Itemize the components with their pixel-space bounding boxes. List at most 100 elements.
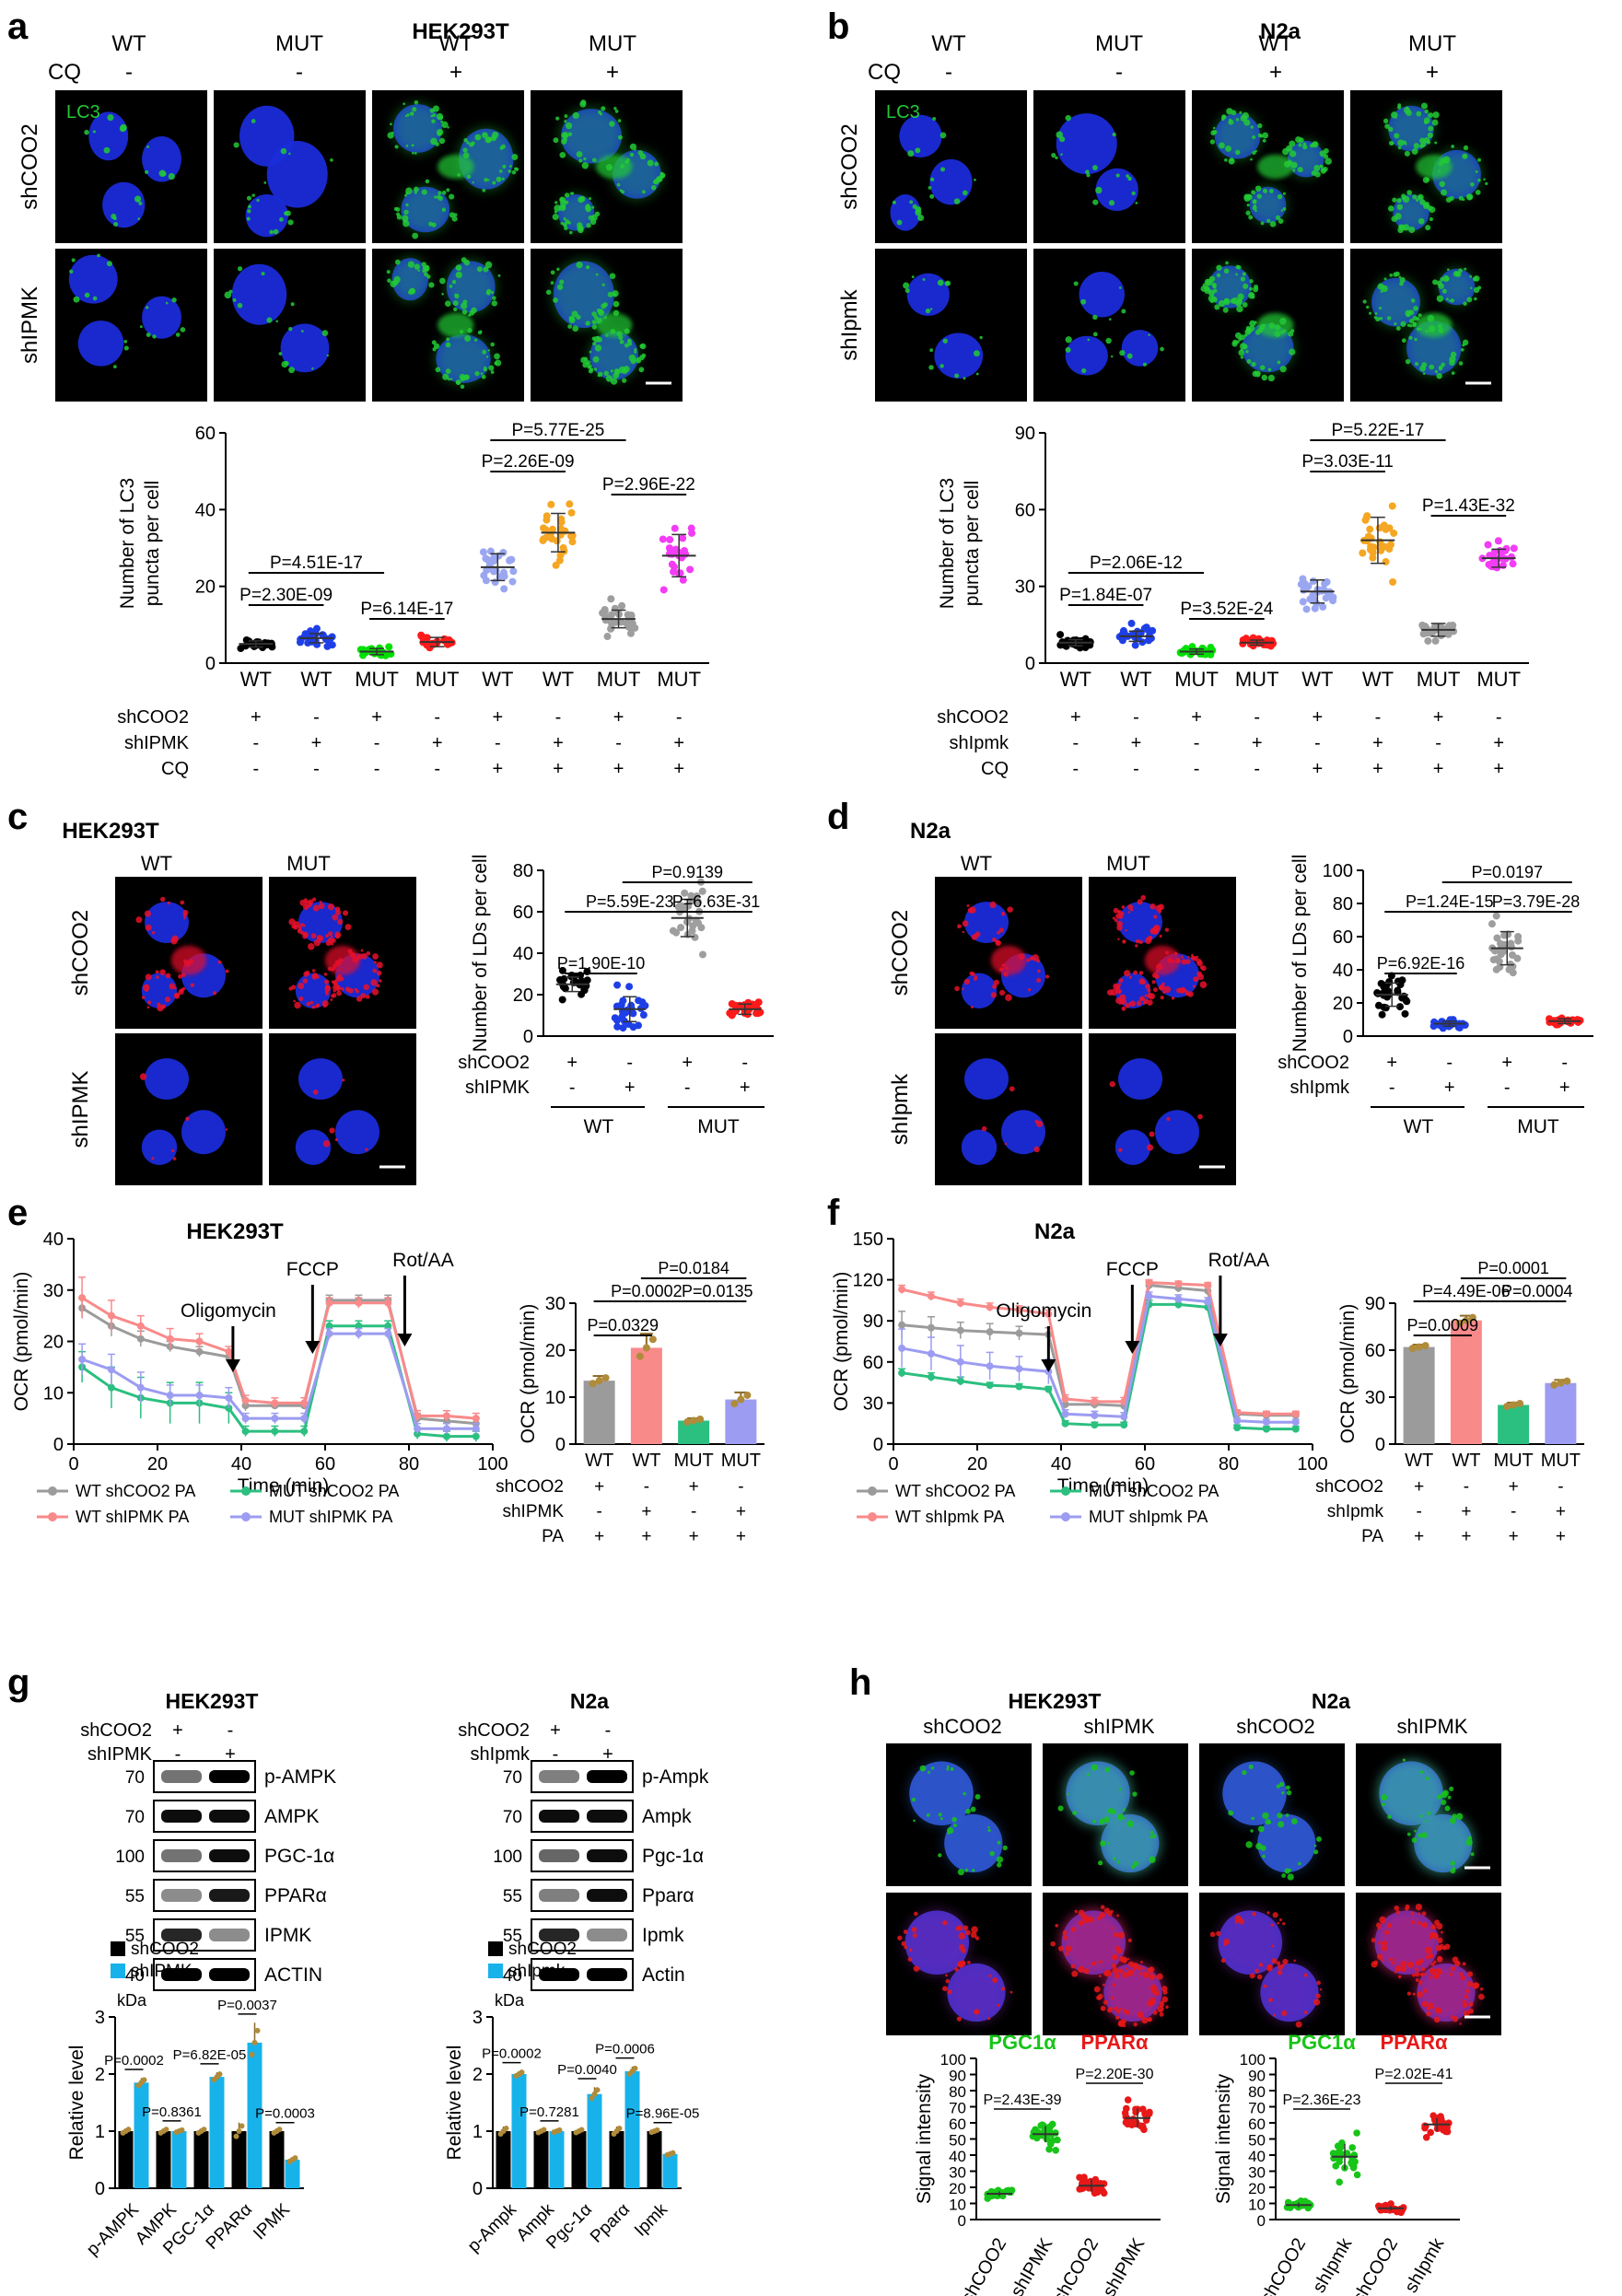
data-point bbox=[677, 924, 685, 932]
x-tick-label: WT bbox=[482, 668, 513, 691]
puncta bbox=[1297, 167, 1303, 173]
puncta bbox=[445, 342, 451, 348]
band bbox=[209, 1770, 250, 1783]
puncta bbox=[488, 365, 495, 371]
p-value: P=0.7281 bbox=[519, 2104, 579, 2120]
puncta bbox=[1002, 1845, 1008, 1851]
replicate-point bbox=[1516, 1399, 1524, 1407]
treatment-sign: + bbox=[550, 1720, 561, 1741]
puncta bbox=[330, 998, 333, 1001]
y-tick-label: 40 bbox=[513, 944, 533, 964]
puncta bbox=[178, 973, 182, 979]
puncta bbox=[1414, 361, 1419, 367]
puncta bbox=[1397, 146, 1402, 150]
data-point bbox=[500, 585, 508, 593]
puncta bbox=[1114, 1945, 1120, 1951]
legend-label: shIPMK bbox=[131, 1962, 193, 1981]
puncta bbox=[929, 193, 935, 199]
puncta bbox=[1270, 1923, 1274, 1927]
data-point bbox=[1419, 630, 1428, 638]
data-point bbox=[613, 1002, 621, 1010]
condition-sign: + bbox=[1252, 733, 1263, 753]
puncta bbox=[347, 987, 354, 994]
puncta bbox=[913, 1819, 916, 1823]
series-point bbox=[898, 1344, 906, 1352]
data-point bbox=[618, 601, 626, 610]
data-point bbox=[1138, 2122, 1146, 2130]
data-point bbox=[506, 556, 514, 565]
data-point bbox=[1242, 635, 1250, 643]
puncta bbox=[1223, 297, 1230, 304]
y-tick-label: 2 bbox=[473, 2065, 483, 2085]
puncta bbox=[482, 349, 487, 355]
puncta bbox=[1412, 1992, 1416, 1996]
p-value: P=3.79E-28 bbox=[1492, 892, 1581, 911]
puncta bbox=[301, 330, 304, 332]
puncta bbox=[1222, 307, 1229, 313]
puncta bbox=[326, 985, 331, 989]
puncta bbox=[444, 300, 451, 307]
puncta bbox=[1383, 118, 1389, 124]
puncta bbox=[1271, 1944, 1275, 1948]
puncta bbox=[1272, 1912, 1278, 1918]
panel-title: HEK293T bbox=[186, 1219, 284, 1244]
nucleus bbox=[77, 321, 124, 367]
puncta bbox=[1153, 915, 1158, 919]
puncta bbox=[1262, 132, 1269, 139]
puncta bbox=[412, 107, 417, 112]
band bbox=[587, 1849, 627, 1862]
puncta bbox=[987, 1825, 990, 1829]
puncta bbox=[1209, 299, 1214, 303]
puncta bbox=[146, 332, 151, 338]
puncta bbox=[1421, 362, 1428, 367]
puncta bbox=[1116, 989, 1121, 995]
puncta bbox=[602, 302, 608, 308]
nucleus bbox=[298, 1058, 343, 1100]
puncta bbox=[1293, 1959, 1296, 1963]
series-point bbox=[1061, 1419, 1069, 1428]
micrograph-tile bbox=[1350, 249, 1502, 402]
condition-sign: - bbox=[684, 1078, 691, 1098]
data-point bbox=[694, 898, 702, 906]
series-point bbox=[1145, 1292, 1153, 1300]
mw-marker: 40 bbox=[125, 1966, 145, 1986]
condition-sign: + bbox=[624, 1078, 636, 1098]
puncta bbox=[1414, 1967, 1419, 1972]
puncta bbox=[1218, 299, 1226, 308]
puncta bbox=[1133, 970, 1138, 975]
replicate-point bbox=[236, 2128, 242, 2134]
x-tick-label: shIPMK bbox=[1099, 2234, 1149, 2296]
puncta bbox=[1470, 182, 1475, 187]
puncta bbox=[1469, 286, 1473, 290]
puncta bbox=[624, 343, 629, 348]
puncta bbox=[601, 106, 606, 111]
puncta bbox=[167, 901, 171, 905]
puncta bbox=[1149, 1835, 1154, 1838]
puncta bbox=[1442, 274, 1450, 283]
puncta bbox=[1406, 190, 1413, 195]
puncta bbox=[1414, 1971, 1420, 1977]
series-point bbox=[1015, 1365, 1023, 1373]
puncta bbox=[1402, 1758, 1406, 1762]
data-point bbox=[417, 631, 426, 639]
data-point bbox=[499, 548, 508, 556]
band bbox=[161, 1968, 202, 1981]
puncta bbox=[103, 146, 111, 154]
puncta bbox=[312, 904, 320, 912]
puncta bbox=[157, 1002, 161, 1007]
puncta bbox=[1103, 1816, 1110, 1822]
puncta bbox=[911, 275, 915, 279]
puncta bbox=[139, 1073, 147, 1080]
puncta bbox=[1284, 1868, 1290, 1874]
puncta bbox=[1235, 149, 1241, 156]
puncta bbox=[579, 100, 587, 108]
puncta bbox=[1103, 1907, 1110, 1914]
signal-cluster bbox=[1144, 945, 1181, 975]
puncta bbox=[1419, 1770, 1424, 1774]
condition-sign: + bbox=[682, 1053, 693, 1073]
puncta bbox=[1243, 333, 1248, 337]
puncta bbox=[654, 161, 659, 167]
puncta bbox=[997, 1840, 1001, 1845]
puncta bbox=[333, 988, 337, 993]
puncta bbox=[501, 177, 505, 181]
